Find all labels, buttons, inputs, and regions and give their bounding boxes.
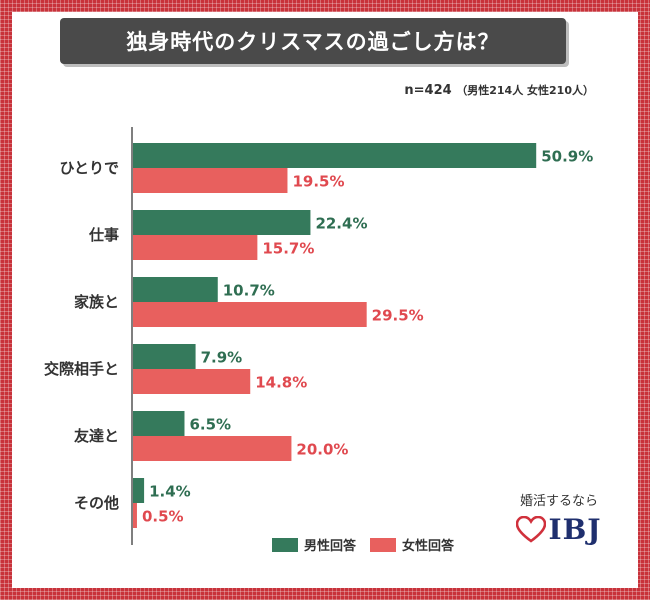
category-label: その他 — [74, 494, 119, 512]
category-label: 家族と — [74, 293, 119, 311]
sample-size-breakdown: （男性214人 女性210人） — [456, 84, 594, 97]
chart-title: 独身時代のクリスマスの過ごし方は？ — [60, 18, 566, 64]
value-label-male: 6.5% — [189, 416, 231, 434]
bar-female — [133, 503, 137, 528]
value-label-male: 50.9% — [541, 148, 593, 166]
heart-icon — [516, 515, 547, 543]
bar-male — [133, 210, 311, 235]
bar-female — [133, 369, 251, 394]
value-label-female: 0.5% — [142, 508, 184, 526]
brand-logo: 婚活するなら IBJ — [504, 490, 614, 546]
value-label-male: 7.9% — [201, 349, 243, 367]
value-label-male: 22.4% — [315, 215, 367, 233]
category-label: 交際相手と — [44, 360, 119, 378]
value-label-male: 10.7% — [223, 282, 275, 300]
bar-female — [133, 168, 288, 193]
bar-female — [133, 235, 258, 260]
value-label-female: 15.7% — [262, 240, 314, 258]
sample-size-total: n=424 — [404, 83, 452, 98]
legend-label-female: 女性回答 — [402, 539, 455, 554]
chart-card — [12, 12, 638, 588]
bar-female — [133, 302, 367, 327]
legend: 男性回答 女性回答 — [272, 535, 454, 554]
bar-female — [133, 436, 292, 461]
brand-name: IBJ — [548, 513, 602, 546]
legend-label-male: 男性回答 — [304, 539, 357, 554]
value-label-male: 1.4% — [149, 483, 191, 501]
value-label-female: 29.5% — [372, 307, 424, 325]
bar-male — [133, 478, 145, 503]
bar-male — [133, 277, 218, 302]
value-label-female: 20.0% — [296, 441, 348, 459]
category-label: 友達と — [74, 427, 119, 445]
bar-male — [133, 143, 537, 168]
category-label: 仕事 — [88, 226, 119, 244]
legend-item-female: 女性回答 — [370, 535, 454, 554]
legend-swatch-female — [370, 537, 397, 552]
legend-swatch-male — [272, 537, 298, 552]
value-label-female: 14.8% — [255, 374, 307, 392]
value-label-female: 19.5% — [292, 173, 344, 191]
brand-tagline: 婚活するなら — [519, 494, 598, 509]
legend-item-male: 男性回答 — [272, 535, 356, 554]
category-label: ひとりで — [59, 159, 119, 177]
bar-male — [133, 411, 185, 436]
sample-size: n=424 （男性214人 女性210人） — [404, 82, 594, 98]
bar-male — [133, 344, 196, 369]
